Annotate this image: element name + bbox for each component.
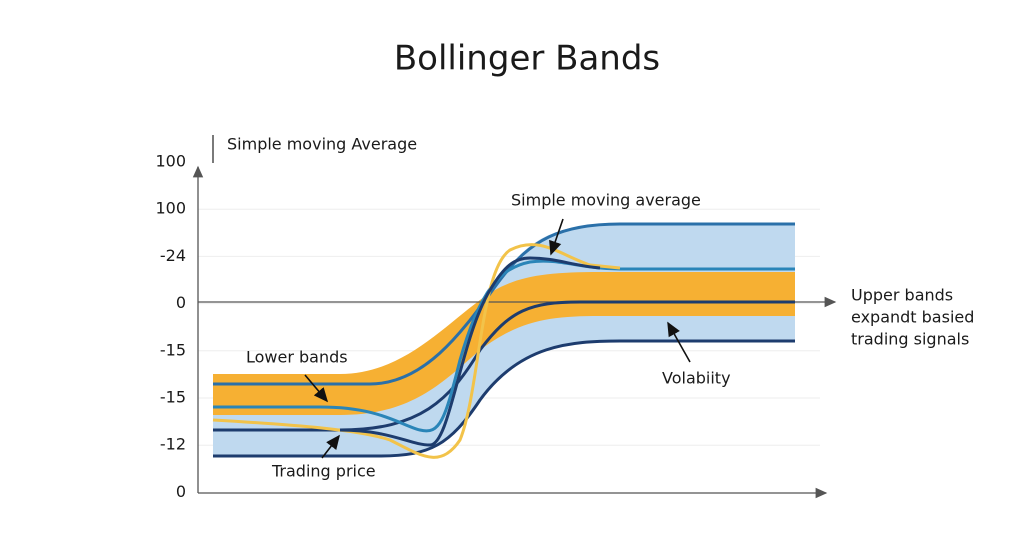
annotation: Simple moving average: [511, 191, 701, 210]
arrow: [549, 218, 564, 256]
arrow: [667, 321, 691, 363]
inner-band: [213, 272, 795, 415]
y-tick-label: -15: [160, 340, 186, 359]
arrow: [321, 434, 340, 459]
price-line-dark: [339, 256, 601, 447]
axis-label: Simple moving Average: [227, 135, 417, 154]
annotation: trading signals: [851, 330, 969, 349]
y-tick-label: 100: [155, 152, 186, 171]
annotation: Lower bands: [246, 348, 348, 367]
y-tick-label: 0: [176, 482, 186, 501]
chart-title: Bollinger Bands: [394, 39, 660, 79]
annotation: Upper bands: [851, 286, 953, 305]
y-tick-label: -15: [160, 388, 186, 407]
y-tick-label: 100: [155, 199, 186, 218]
annotation: Volabiity: [662, 369, 731, 388]
annotation: expandt basied: [851, 308, 974, 327]
arrow: [304, 374, 329, 403]
upper-band-line: [213, 222, 795, 386]
y-tick-label: -12: [160, 435, 186, 454]
y-tick-label: -24: [160, 246, 186, 265]
y-labels: 100 100 -24 0 -15 -15 -12 0: [155, 152, 186, 501]
y-tick-label: 0: [176, 293, 186, 312]
annotation: Trading price: [271, 462, 376, 481]
